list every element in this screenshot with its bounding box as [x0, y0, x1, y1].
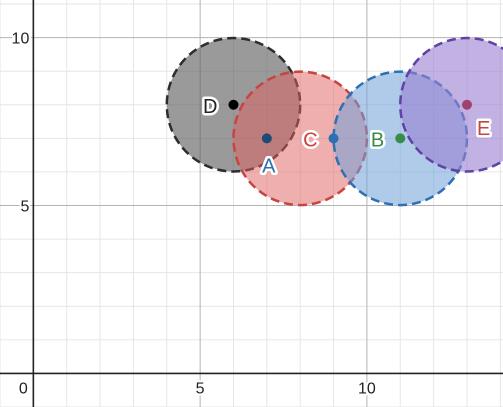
- x-tick-label-halo: 10: [358, 380, 376, 397]
- point-A-label: A: [262, 155, 276, 177]
- x-tick-label-halo: 5: [196, 380, 205, 397]
- point-E[interactable]: [461, 99, 472, 110]
- y-tick-label-halo: 10: [12, 31, 30, 48]
- point-A[interactable]: [261, 133, 272, 144]
- x-tick-label: 5: [196, 380, 205, 397]
- point-C-label-halo: C: [303, 129, 317, 151]
- point-B-label-halo: B: [371, 129, 384, 151]
- point-D-label-halo: D: [203, 96, 217, 118]
- point-B[interactable]: [395, 133, 406, 144]
- x-tick-label-halo: 0: [19, 380, 28, 397]
- point-C-label: C: [303, 129, 317, 151]
- circle-E[interactable]: [399, 36, 503, 173]
- point-E-label-halo: E: [477, 118, 490, 140]
- y-tick-label-halo: 5: [20, 199, 29, 216]
- y-tick-label: 10: [12, 31, 30, 48]
- point-C[interactable]: [328, 133, 339, 144]
- y-tick-label: 5: [20, 199, 29, 216]
- point-E-label: E: [477, 118, 490, 140]
- x-tick-label: 0: [19, 380, 28, 397]
- point-A-label-halo: A: [262, 155, 276, 177]
- point-D-label: D: [203, 96, 217, 118]
- point-D[interactable]: [228, 99, 239, 110]
- point-B-label: B: [371, 129, 384, 151]
- x-tick-label: 10: [358, 380, 376, 397]
